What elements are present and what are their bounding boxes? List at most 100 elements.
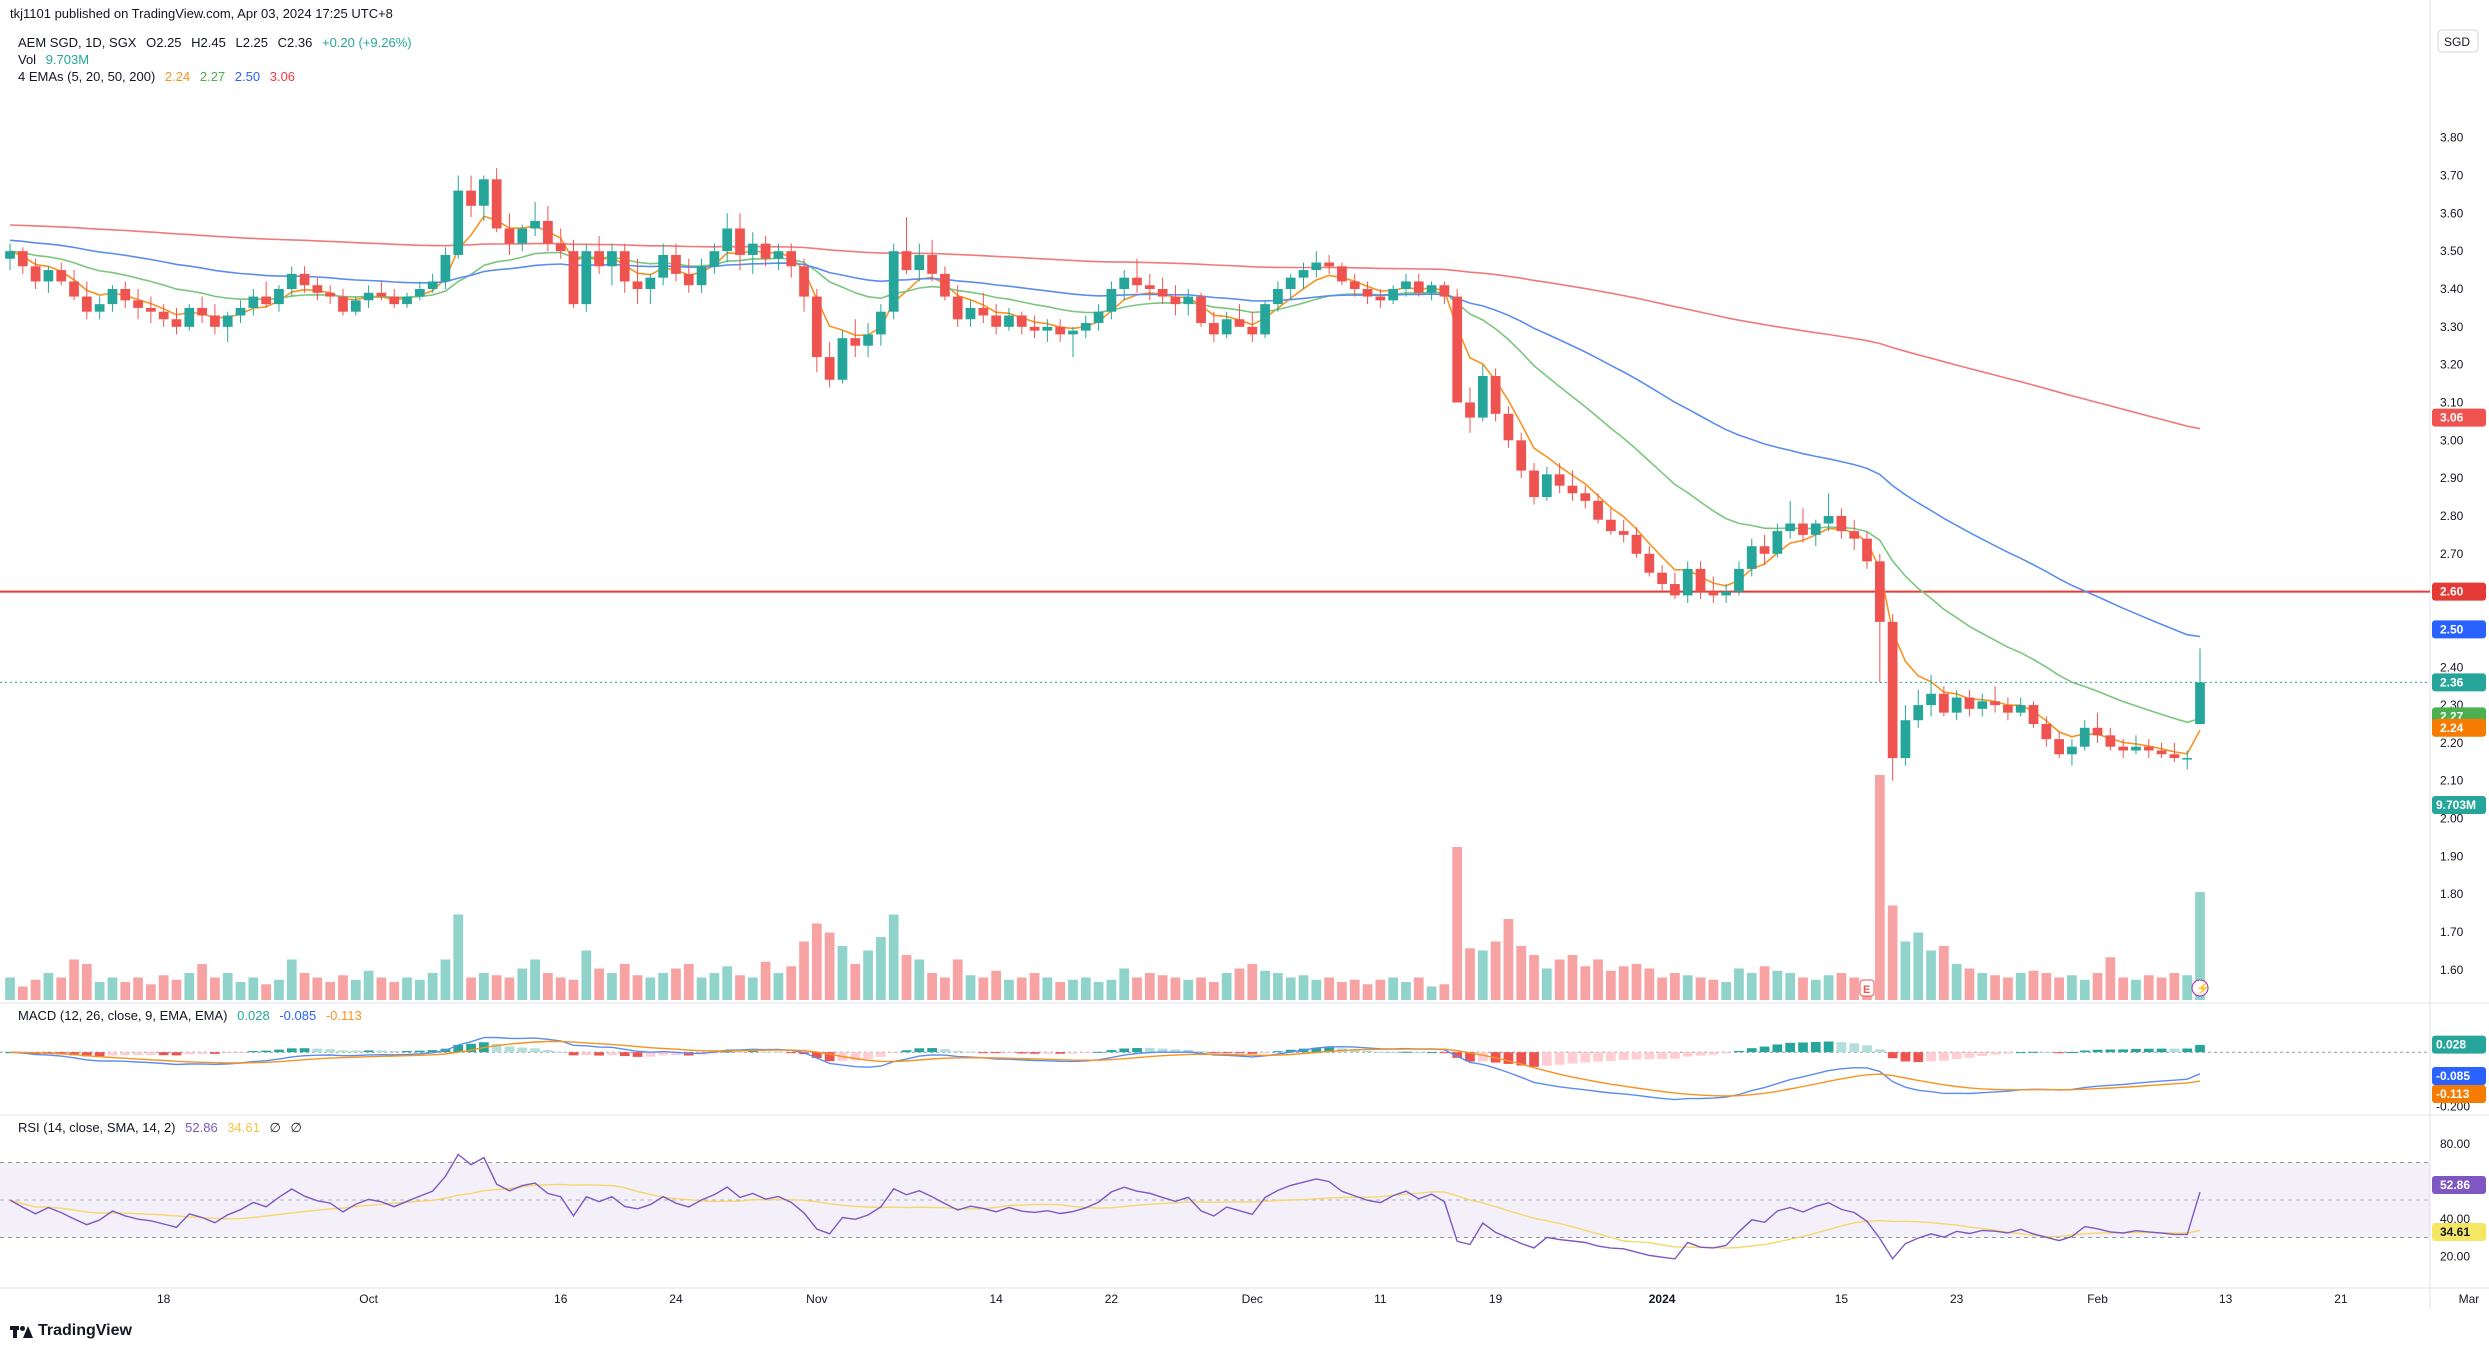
macd-hist-bar: [735, 1051, 745, 1053]
volume-bar: [1490, 941, 1501, 1000]
volume-bar: [2131, 979, 2141, 1000]
ohlc-legend[interactable]: AEM SGD, 1D, SGX O2.25 H2.45 L2.25 C2.36…: [18, 35, 418, 50]
volume-bar: [2054, 977, 2064, 1000]
volume-bar: [1823, 975, 1834, 1000]
candle-body: [1695, 568, 1706, 592]
candle-body: [747, 243, 758, 255]
macd-label[interactable]: MACD (12, 26, close, 9, EMA, EMA): [18, 1008, 228, 1023]
candle-body: [619, 251, 630, 282]
macd-hist-bar: [811, 1052, 822, 1059]
macd-hist-bar: [1836, 1042, 1847, 1053]
ema-legend[interactable]: 4 EMAs (5, 20, 50, 200) 2.24 2.27 2.50 3…: [18, 69, 301, 84]
macd-hist-bar: [850, 1052, 861, 1061]
macd-hist-bar: [773, 1051, 784, 1053]
volume-bar: [2041, 973, 2052, 1000]
volume-bar: [338, 975, 348, 1000]
volume-bar: [1106, 979, 1117, 1000]
time-axis-label: 14: [989, 1292, 1003, 1306]
volume-bar: [1477, 950, 1488, 1000]
macd-hist-bar: [1938, 1052, 1949, 1061]
tradingview-footer[interactable]: TradingView: [10, 1322, 132, 1340]
macd-hist-bar: [1682, 1052, 1693, 1057]
symbol-label[interactable]: AEM SGD, 1D, SGX: [18, 35, 137, 50]
candle-body: [1887, 621, 1898, 759]
candle-body: [543, 220, 553, 244]
macd-hist-bar: [1644, 1052, 1655, 1060]
candle-body: [2156, 750, 2167, 755]
vol-legend[interactable]: Vol 9.703M: [18, 52, 95, 67]
volume-bar: [1093, 982, 1104, 1000]
volume-bar: [5, 977, 15, 1000]
volume-bar: [1977, 973, 1988, 1000]
volume-bar: [2195, 892, 2205, 1000]
macd-hist-bar: [261, 1050, 272, 1053]
macd-tick-label: -0.200: [2436, 1100, 2470, 1114]
ema20-value: 2.27: [199, 69, 226, 84]
macd-hist-bar: [1349, 1049, 1360, 1053]
candle-body: [1247, 326, 1258, 335]
volume-bar: [325, 982, 336, 1000]
macd-hist-bar: [1695, 1052, 1706, 1056]
vol-label[interactable]: Vol: [18, 52, 37, 67]
macd-hist-bar: [1452, 1052, 1463, 1058]
macd-legend[interactable]: MACD (12, 26, close, 9, EMA, EMA) 0.028 …: [18, 1008, 368, 1023]
volume-badge-box: [2432, 796, 2486, 814]
candle-body: [1977, 701, 1988, 709]
volume-bar: [427, 973, 438, 1000]
macd-hist-bar: [568, 1052, 579, 1056]
macd-hist-bar: [69, 1052, 79, 1056]
candle-body: [222, 315, 233, 327]
macd-hist-bar: [414, 1050, 425, 1053]
candle-body: [1593, 500, 1603, 520]
volume-bar: [824, 932, 835, 1000]
candle-body: [325, 292, 336, 297]
volume-bar: [1580, 966, 1591, 1000]
candle-body: [274, 289, 284, 305]
volume-bar: [863, 950, 873, 1000]
macd-hist-bar: [1132, 1048, 1142, 1053]
macd-hist-bar: [338, 1050, 348, 1053]
candle-body: [197, 307, 207, 316]
candle-body: [1439, 285, 1450, 297]
volume-bar: [1746, 973, 1757, 1000]
candle-body: [824, 357, 835, 380]
candle-body: [863, 334, 873, 346]
macd-hist-bar: [1926, 1052, 1936, 1062]
macd-hist-bar: [299, 1048, 310, 1053]
time-axis-label: Mar: [2459, 1292, 2480, 1306]
candle-body: [594, 251, 604, 267]
macd-hist-bar: [1746, 1048, 1757, 1053]
volume-bar: [1221, 973, 1232, 1000]
candle-body: [248, 296, 259, 308]
candle-body: [210, 315, 220, 327]
rsi-legend[interactable]: RSI (14, close, SMA, 14, 2) 52.86 34.61 …: [18, 1120, 308, 1136]
macd-hist-bar: [965, 1051, 976, 1053]
volume-bar: [581, 950, 592, 1000]
volume-bar: [2015, 973, 2026, 1000]
candle-body: [1093, 311, 1104, 324]
tradingview-logo-icon: [10, 1324, 33, 1338]
rsi-tick-label: 80.00: [2440, 1137, 2470, 1151]
volume-bar: [1285, 977, 1296, 1000]
candle-body: [1503, 413, 1514, 441]
macd-hist-bar: [1016, 1052, 1027, 1054]
candle-body: [901, 251, 912, 271]
candle-body: [1618, 531, 1629, 535]
volume-bar: [927, 973, 937, 1000]
volume-bar: [2118, 977, 2129, 1000]
ema-label[interactable]: 4 EMAs (5, 20, 50, 200): [18, 69, 156, 84]
volume-bar: [1337, 982, 1347, 1000]
rsi-label[interactable]: RSI (14, close, SMA, 14, 2): [18, 1120, 176, 1135]
candle-body: [914, 254, 925, 271]
volume-bar: [683, 964, 694, 1000]
candle-body: [1836, 515, 1847, 532]
candle-body: [888, 251, 899, 312]
macd-hist-bar: [453, 1045, 464, 1053]
volume-bar: [952, 959, 963, 1000]
volume-bar: [2156, 977, 2167, 1000]
price-tick-label: 2.70: [2440, 547, 2464, 561]
candle-body: [581, 251, 592, 305]
rsi-badge-box: [2432, 1176, 2486, 1194]
